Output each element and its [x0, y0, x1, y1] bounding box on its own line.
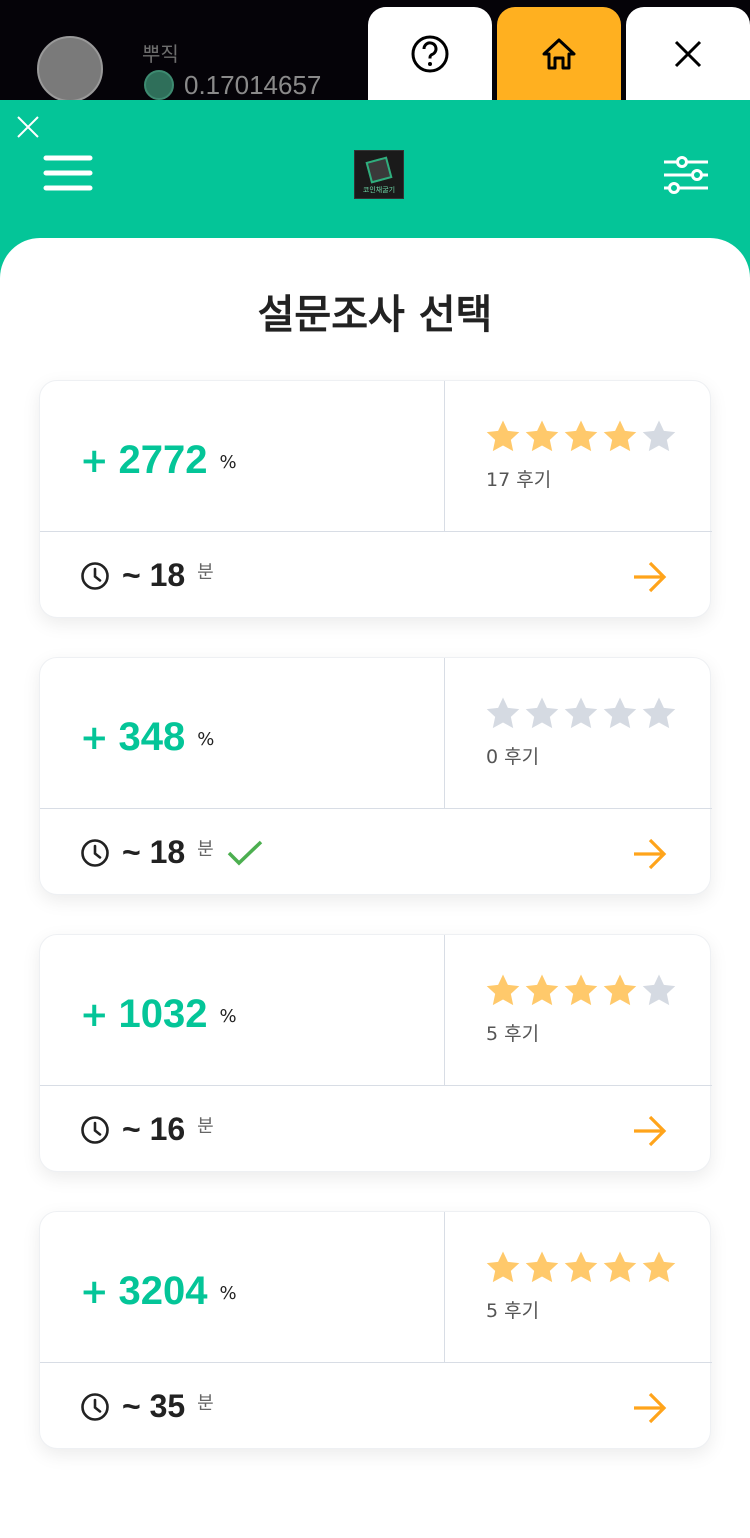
review-count: 0 후기	[486, 746, 540, 768]
star-icon	[603, 974, 637, 1006]
app-topbar: 뿌직 0.17014657	[0, 0, 750, 102]
star-icon	[525, 697, 559, 729]
dismiss-icon[interactable]	[16, 115, 40, 139]
star-icon	[525, 974, 559, 1006]
star-icon	[486, 1251, 520, 1283]
survey-card[interactable]: + 3204 % 5 후기 ~ 35 분	[39, 1211, 712, 1449]
plus-sign: +	[80, 440, 109, 481]
time-unit: 분	[197, 1115, 214, 1137]
estimated-time: ~ 35	[122, 1388, 186, 1424]
page-title: 설문조사 선택	[257, 292, 493, 338]
star-icon	[564, 1251, 598, 1283]
star-icon	[486, 974, 520, 1006]
clock-icon	[81, 838, 109, 867]
time-unit: 분	[197, 838, 214, 860]
arrow-right-icon[interactable]	[632, 1115, 668, 1147]
clock-icon	[81, 1115, 109, 1144]
close-button[interactable]	[626, 7, 750, 101]
review-count: 17 후기	[486, 469, 552, 491]
clock-icon	[81, 561, 109, 590]
star-icon	[525, 1251, 559, 1283]
star-icon	[564, 420, 598, 452]
arrow-right-icon[interactable]	[632, 1392, 668, 1424]
star-icon	[564, 697, 598, 729]
rating-stars	[485, 696, 677, 730]
star-icon	[642, 974, 676, 1006]
review-count: 5 후기	[486, 1023, 540, 1045]
help-icon	[411, 35, 449, 73]
home-button[interactable]	[497, 7, 621, 101]
star-icon	[603, 1251, 637, 1283]
rating-stars	[485, 973, 677, 1007]
home-icon	[542, 38, 576, 70]
review-count: 5 후기	[486, 1300, 540, 1322]
reward-percent: 2772	[118, 438, 208, 482]
percent-unit: %	[219, 1283, 237, 1304]
filter-icon[interactable]	[662, 156, 710, 194]
star-icon	[525, 420, 559, 452]
plus-sign: +	[80, 994, 109, 1035]
arrow-right-icon[interactable]	[632, 838, 668, 870]
menu-icon[interactable]	[43, 155, 93, 191]
star-icon	[564, 974, 598, 1006]
avatar[interactable]	[37, 36, 103, 102]
time-unit: 분	[197, 1392, 214, 1414]
star-icon	[642, 697, 676, 729]
rating-stars	[485, 419, 677, 453]
survey-card[interactable]: + 1032 % 5 후기 ~ 16 분	[39, 934, 712, 1172]
star-icon	[603, 420, 637, 452]
star-icon	[642, 1251, 676, 1283]
rating-stars	[485, 1250, 677, 1284]
close-icon	[674, 40, 702, 68]
plus-sign: +	[80, 717, 109, 758]
check-icon	[227, 840, 262, 865]
estimated-time: ~ 16	[122, 1111, 186, 1147]
survey-card[interactable]: + 2772 % 17 후기 ~ 18 분	[39, 380, 712, 618]
arrow-right-icon[interactable]	[632, 561, 668, 593]
estimated-time: ~ 18	[122, 557, 186, 593]
reward-percent: 1032	[118, 992, 208, 1036]
help-button[interactable]	[368, 7, 492, 101]
star-icon	[642, 420, 676, 452]
star-icon	[486, 420, 520, 452]
clock-icon	[81, 1392, 109, 1421]
balance: 0.17014657	[184, 70, 322, 100]
reward-percent: 3204	[118, 1269, 208, 1313]
coin-icon	[144, 70, 174, 100]
star-icon	[486, 697, 520, 729]
app-logo[interactable]: 코인채굴기	[354, 150, 404, 199]
star-icon	[603, 697, 637, 729]
reward-percent: 348	[118, 715, 186, 759]
plus-sign: +	[80, 1271, 109, 1312]
percent-unit: %	[197, 729, 215, 750]
estimated-time: ~ 18	[122, 834, 186, 870]
survey-card[interactable]: + 348 % 0 후기 ~ 18 분	[39, 657, 712, 895]
username: 뿌직	[142, 42, 179, 66]
percent-unit: %	[219, 452, 237, 473]
percent-unit: %	[219, 1006, 237, 1027]
time-unit: 분	[197, 561, 214, 583]
